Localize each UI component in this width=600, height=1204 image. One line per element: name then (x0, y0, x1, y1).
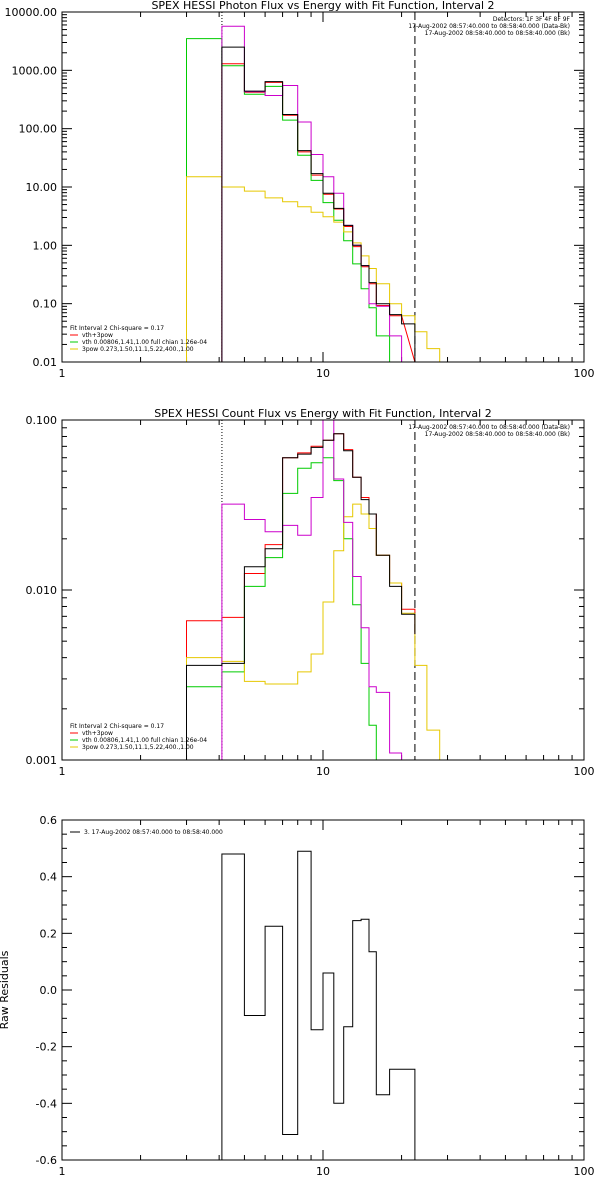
legend-entry: vth 0.00806,1.41,1.00 full chian 1.26e-0… (82, 737, 207, 744)
x-tick-label: 10 (316, 367, 330, 380)
series-line-4 (221, 419, 415, 761)
y-tick-label: 0.6 (40, 814, 58, 827)
info-line: 17-Aug-2002 08:58:40.000 to 08:58:40.000… (425, 30, 570, 37)
series-line-3 (186, 503, 452, 761)
legend-entry: 3. 17-Aug-2002 08:57:40.000 to 08:58:40.… (84, 829, 223, 836)
series-line-3 (186, 176, 452, 363)
x-tick-label: 100 (574, 1165, 595, 1178)
legend: Fit Interval 2 Chi-square = 0.17vth+3pow… (70, 325, 207, 353)
axis-ticks (61, 420, 584, 761)
legend-entry: vth 0.00806,1.41,1.00 full chian 1.26e-0… (82, 339, 207, 346)
legend-header: Fit Interval 2 Chi-square = 0.17 (70, 723, 164, 730)
y-tick-label: 0.2 (40, 927, 58, 940)
x-tick-label: 100 (574, 765, 595, 778)
y-axis-label: Raw Residuals (0, 950, 11, 1029)
y-tick-label: 0.01 (33, 356, 58, 369)
legend-entry: vth+3pow (82, 332, 113, 339)
y-tick-label: 0.0 (40, 984, 58, 997)
x-tick-label: 10 (316, 765, 330, 778)
chart-panel-3: 1 10 100 -0.6 -0.4 -0.2 0.0 0.2 0.4 0.6 Raw Residu… (0, 814, 595, 1178)
plot-frame (61, 419, 585, 761)
chart-panel-1: SPEX HESSI Photon Flux vs Energy with Fi… (5, 0, 595, 380)
legend-entry: vth+3pow (82, 730, 113, 737)
chart-title: SPEX HESSI Photon Flux vs Energy with Fi… (151, 0, 494, 12)
x-tick-label: 1 (59, 765, 66, 778)
series-line-1 (221, 850, 416, 1160)
info-line: 17-Aug-2002 08:57:40.000 to 08:58:40.000… (408, 23, 570, 30)
axis-ticks (61, 819, 584, 1161)
y-tick-label: -0.2 (36, 1041, 57, 1054)
legend-entry: 3pow 0.273,1.50,11.1,5.22,400.,1.00 (82, 744, 194, 751)
info-line: Detectors: 1F 3F 4F 8F 9F (493, 16, 571, 23)
x-tick-label: 1 (59, 1165, 66, 1178)
info-line: 17-Aug-2002 08:57:40.000 to 08:58:40.000… (408, 424, 570, 431)
series-line-4 (221, 25, 415, 363)
chart-panel-2: SPEX HESSI Count Flux vs Energy with Fit… (26, 407, 595, 778)
y-tick-label: -0.4 (36, 1097, 57, 1110)
series-line-2 (186, 38, 402, 363)
legend-entry: 3pow 0.273,1.50,11.1,5.22,400.,1.00 (82, 346, 194, 353)
y-tick-label: 10.00 (26, 181, 58, 194)
y-tick-label: 10000.00 (5, 6, 58, 19)
x-tick-label: 1 (59, 367, 66, 380)
info-line: 17-Aug-2002 08:58:40.000 to 08:58:40.000… (425, 431, 570, 438)
x-tick-label: 10 (316, 1165, 330, 1178)
y-tick-label: 0.010 (26, 584, 58, 597)
x-tick-label: 100 (574, 367, 595, 380)
legend: 3. 17-Aug-2002 08:57:40.000 to 08:58:40.… (70, 829, 223, 836)
plot-frame (61, 819, 585, 1161)
y-tick-label: -0.6 (36, 1154, 57, 1167)
legend-header: Fit Interval 2 Chi-square = 0.17 (70, 325, 164, 332)
y-tick-label: 0.4 (40, 871, 58, 884)
y-tick-label: 1.00 (33, 239, 58, 252)
y-tick-label: 0.100 (26, 414, 58, 427)
y-tick-label: 1000.00 (12, 64, 58, 77)
chart-title: SPEX HESSI Count Flux vs Energy with Fit… (154, 407, 491, 420)
y-tick-label: 0.001 (26, 754, 58, 767)
plot-frame (61, 11, 585, 363)
series-line-1 (221, 63, 416, 363)
series-line-5 (221, 46, 416, 362)
y-tick-label: 0.10 (33, 298, 58, 311)
series-line-1 (186, 433, 416, 760)
legend: Fit Interval 2 Chi-square = 0.17vth+3pow… (70, 723, 207, 751)
series-line-5 (186, 433, 416, 760)
y-tick-label: 100.00 (19, 123, 58, 136)
